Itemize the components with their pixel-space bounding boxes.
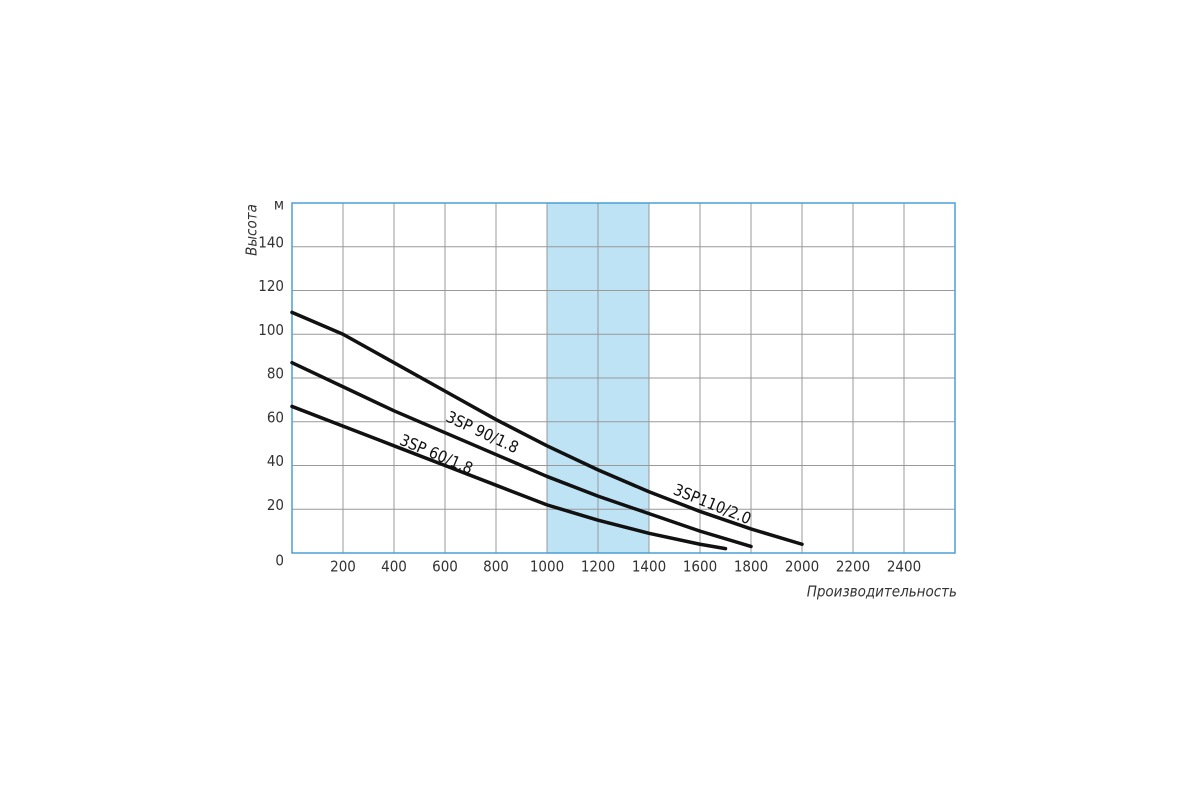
x-tick-label: 1000 <box>530 558 564 576</box>
x-tick-label: 1600 <box>683 558 717 576</box>
y-tick-label: 120 <box>258 277 284 295</box>
y-tick-label: 40 <box>267 452 284 470</box>
y-tick-label: 100 <box>258 321 284 339</box>
y-axis-label: Высота <box>243 204 261 256</box>
x-tick-label: 1400 <box>632 558 666 576</box>
x-tick-label: 400 <box>381 558 407 576</box>
series-line <box>290 310 804 546</box>
series-label: 3SP 60/1.8 <box>397 430 476 478</box>
x-tick-label: 600 <box>432 558 458 576</box>
x-tick-label: 2400 <box>887 558 921 576</box>
plot-frame <box>291 202 956 554</box>
y-tick-label: 140 <box>258 233 284 251</box>
x-tick-label: 2000 <box>785 558 819 576</box>
y-tick-label: 20 <box>267 496 284 514</box>
x-axis-label: Производительность <box>807 583 957 601</box>
series-line <box>290 404 728 551</box>
x-tick-label: 2200 <box>836 558 870 576</box>
y-tick-label: 60 <box>267 408 284 426</box>
y-tick-label: 80 <box>267 365 284 383</box>
series-line <box>290 360 753 549</box>
x-tick-label: 1200 <box>581 558 615 576</box>
y-unit: м <box>274 196 284 214</box>
x-tick-label: 1800 <box>734 558 768 576</box>
x-tick-label: 800 <box>483 558 509 576</box>
y-tick-label: 0 <box>275 552 284 570</box>
x-tick-label: 200 <box>330 558 356 576</box>
